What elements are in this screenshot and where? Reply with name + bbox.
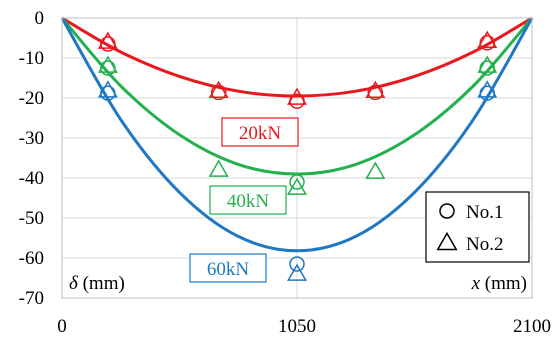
legend-circle-icon bbox=[439, 203, 455, 219]
x-tick-label: 0 bbox=[57, 316, 67, 337]
y-tick-label: -60 bbox=[19, 248, 44, 269]
point-no1-40kN bbox=[289, 174, 305, 190]
y-tick-label: -40 bbox=[19, 168, 44, 189]
curve-20kN bbox=[61, 16, 533, 98]
plot-frame bbox=[61, 17, 533, 299]
x-axis-unit: (mm) bbox=[480, 273, 527, 294]
legend-triangle-icon bbox=[436, 231, 458, 251]
load-label-40kN: 40kN bbox=[227, 191, 270, 212]
load-label-box-60kN bbox=[189, 253, 267, 283]
point-no2-20kN bbox=[208, 80, 229, 99]
load-label-box-20kN bbox=[221, 117, 299, 147]
point-no2-40kN bbox=[287, 177, 307, 195]
x-tick-label: 1050 bbox=[278, 316, 316, 337]
point-no2-60kN bbox=[97, 80, 118, 98]
legend-box bbox=[425, 191, 530, 263]
point-no2-40kN bbox=[365, 161, 386, 179]
legend-label-no1: No.1 bbox=[466, 202, 503, 223]
legend: No.1 No.2 bbox=[425, 191, 530, 263]
fitted-curves bbox=[60, 16, 534, 253]
point-no1-20kN bbox=[210, 84, 227, 101]
x-axis-label: x (mm) bbox=[471, 273, 527, 294]
y-axis-unit: (mm) bbox=[78, 273, 125, 294]
load-label-box-40kN bbox=[209, 185, 287, 215]
load-label-20kN: 20kN bbox=[239, 123, 282, 144]
point-no2-20kN bbox=[97, 31, 118, 49]
x-tick-label: 2100 bbox=[513, 316, 551, 337]
y-tick-label: 0 bbox=[35, 8, 45, 29]
point-no2-40kN bbox=[477, 55, 498, 73]
legend-label-no2: No.2 bbox=[466, 234, 503, 255]
point-no2-20kN bbox=[287, 87, 307, 105]
point-no2-60kN bbox=[477, 80, 498, 98]
point-no2-20kN bbox=[477, 30, 498, 49]
point-no1-60kN bbox=[289, 256, 305, 272]
measured-markers bbox=[97, 30, 498, 281]
y-tick-label: -10 bbox=[19, 48, 44, 69]
point-no2-40kN bbox=[208, 159, 229, 177]
y-tick-label: -50 bbox=[19, 208, 44, 229]
point-no2-40kN bbox=[97, 55, 118, 73]
load-label-60kN: 60kN bbox=[207, 259, 250, 280]
point-no1-20kN bbox=[479, 35, 495, 51]
y-tick-label: -20 bbox=[19, 88, 44, 109]
point-no2-60kN bbox=[287, 263, 307, 281]
tick-labels: 0 -10 -20 -30 -40 -50 -60 -70 0 1050 2100 bbox=[19, 8, 551, 337]
point-no2-20kN bbox=[365, 80, 386, 99]
x-axis-symbol: x bbox=[471, 273, 481, 294]
point-no1-20kN bbox=[367, 84, 384, 101]
curve-40kN bbox=[60, 17, 534, 176]
curve-60kN bbox=[60, 17, 534, 253]
y-axis-label: δ (mm) bbox=[69, 273, 125, 294]
y-axis-symbol: δ bbox=[69, 273, 79, 294]
y-tick-label: -30 bbox=[19, 128, 44, 149]
load-labels: 20kN 40kN 60kN bbox=[189, 117, 299, 283]
y-tick-label: -70 bbox=[19, 288, 44, 309]
